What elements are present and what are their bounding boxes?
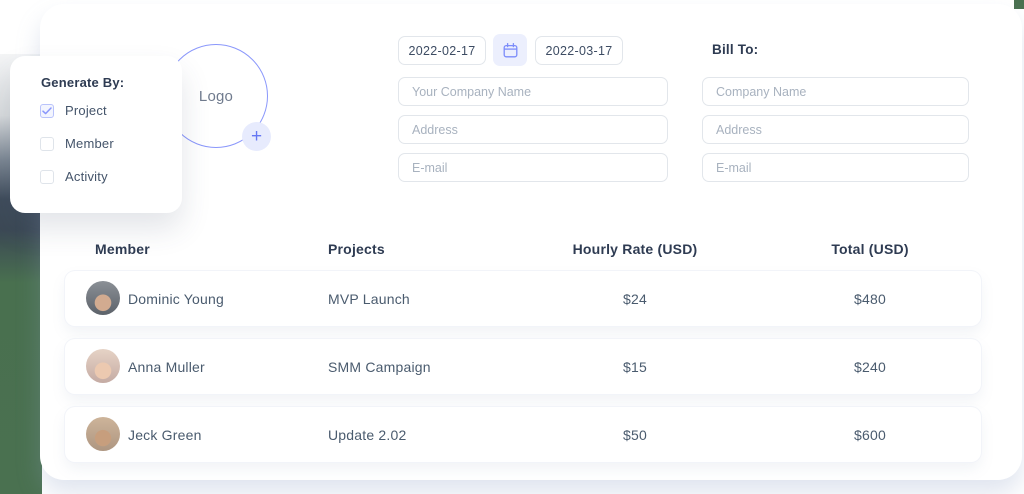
option-project[interactable]: Project bbox=[40, 103, 107, 118]
bill-to-title: Bill To: bbox=[712, 42, 759, 57]
total-amount: $600 bbox=[854, 426, 886, 443]
logo-label: Logo bbox=[198, 88, 234, 105]
member-name: Jeck Green bbox=[128, 426, 202, 443]
client-email-input[interactable] bbox=[702, 153, 969, 182]
checkbox-checked-icon[interactable] bbox=[40, 103, 54, 118]
client-address-input[interactable] bbox=[702, 115, 969, 144]
generate-by-popup: Generate By: Project Member Activity bbox=[10, 56, 182, 213]
checkbox-unchecked-icon[interactable] bbox=[40, 136, 54, 151]
project-name: Update 2.02 bbox=[328, 426, 407, 443]
hourly-rate: $50 bbox=[623, 426, 647, 443]
your-address-input[interactable] bbox=[398, 115, 668, 144]
checkbox-unchecked-icon[interactable] bbox=[40, 169, 54, 184]
your-company-name-input[interactable] bbox=[398, 77, 668, 106]
avatar bbox=[86, 349, 120, 383]
header-projects: Projects bbox=[328, 241, 385, 257]
calendar-button[interactable] bbox=[493, 34, 527, 66]
member-name: Anna Muller bbox=[128, 358, 205, 375]
end-date-input[interactable] bbox=[535, 36, 623, 65]
option-member[interactable]: Member bbox=[40, 136, 114, 151]
total-amount: $480 bbox=[854, 290, 886, 307]
avatar bbox=[86, 417, 120, 451]
option-activity-label: Activity bbox=[65, 169, 108, 184]
option-member-label: Member bbox=[65, 136, 114, 151]
project-name: SMM Campaign bbox=[328, 358, 431, 375]
avatar bbox=[86, 281, 120, 315]
option-activity[interactable]: Activity bbox=[40, 169, 108, 184]
hourly-rate: $15 bbox=[623, 358, 647, 375]
calendar-icon bbox=[502, 42, 519, 59]
table-row: Anna Muller SMM Campaign $15 $240 bbox=[65, 339, 981, 394]
client-company-name-input[interactable] bbox=[702, 77, 969, 106]
header-total: Total (USD) bbox=[831, 241, 909, 257]
start-date-input[interactable] bbox=[398, 36, 486, 65]
table-row: Dominic Young MVP Launch $24 $480 bbox=[65, 271, 981, 326]
member-name: Dominic Young bbox=[128, 290, 224, 307]
option-project-label: Project bbox=[65, 103, 107, 118]
background-corner bbox=[1014, 0, 1024, 9]
project-name: MVP Launch bbox=[328, 290, 410, 307]
hourly-rate: $24 bbox=[623, 290, 647, 307]
header-hourly-rate: Hourly Rate (USD) bbox=[572, 241, 698, 257]
table-row: Jeck Green Update 2.02 $50 $600 bbox=[65, 407, 981, 462]
total-amount: $240 bbox=[854, 358, 886, 375]
header-member: Member bbox=[95, 241, 150, 257]
add-logo-button[interactable]: + bbox=[242, 122, 271, 151]
your-email-input[interactable] bbox=[398, 153, 668, 182]
generate-by-title: Generate By: bbox=[41, 75, 125, 90]
